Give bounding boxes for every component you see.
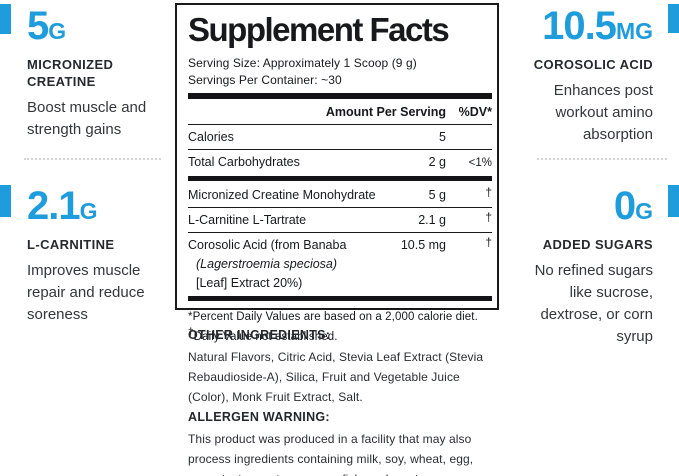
creatine-stat-value: 5G <box>27 6 169 51</box>
dv-header: %DV* <box>458 105 492 119</box>
nutrient-row-corosolic-block: Corosolic Acid (from Banaba 10.5 mg † (L… <box>188 233 492 295</box>
thick-divider-bottom <box>188 296 492 301</box>
thick-divider-middle <box>188 176 492 181</box>
footnote-percent-dv: *Percent Daily Values are based on a 2,0… <box>188 311 478 323</box>
other-ingredients-title: OTHER INGREDIENTS: <box>188 328 331 342</box>
nutrient-row-calories: Calories 5 <box>188 125 492 150</box>
feature-carnitine: 2.1G L-CARNITINE Improves muscle repair … <box>27 186 169 326</box>
footnote-daily-value-text: Daily Value not established. <box>193 330 338 343</box>
feature-added-sugars: 0G ADDED SUGARS No refined sugars like s… <box>511 186 653 348</box>
nutrient-name: Micronized Creatine Monohydrate <box>188 188 376 202</box>
creatine-stat-label: MICRONIZED CREATINE <box>27 57 114 89</box>
nutrient-amount: 2.1 g <box>418 213 446 227</box>
nutrient-name: Corosolic Acid (from Banaba <box>188 238 347 252</box>
creatine-stat-description: Boost muscle and strength gains <box>27 99 147 138</box>
sugars-stat-value: 0G <box>511 186 653 231</box>
allergen-warning-body: This product was produced in a facility … <box>188 432 474 476</box>
corosolic-stat-value: 10.5MG <box>511 6 653 51</box>
nutrient-amount: 10.5 mg <box>400 238 446 252</box>
nutrient-dv-dagger: † <box>485 235 492 249</box>
corosolic-stat-description: Enhances post workout amino absorption <box>553 82 653 143</box>
carnitine-stat-label: L-CARNITINE <box>27 237 115 252</box>
panel-title: Supplement Facts <box>188 11 450 48</box>
creatine-number: 5 <box>27 4 49 48</box>
amount-per-serving-header: Amount Per Serving <box>325 105 446 119</box>
dotted-divider-right <box>537 158 667 160</box>
nutrient-dv: <1% <box>468 157 492 169</box>
nutrient-row-carbohydrates: Total Carbohydrates 2 g <1% <box>188 150 492 175</box>
corosolic-stat-label: COROSOLIC ACID <box>533 57 653 72</box>
allergen-warning-title: ALLERGEN WARNING: <box>188 410 330 424</box>
other-ingredients-section: OTHER INGREDIENTS: Natural Flavors, Citr… <box>188 328 491 407</box>
nutrient-row-creatine: Micronized Creatine Monohydrate 5 g † <box>188 183 492 208</box>
nutrient-subline-extract: [Leaf] Extract 20%) <box>196 276 303 290</box>
footnote-daily-value: †Daily Value not established. <box>188 325 492 345</box>
nutrient-name: Total Carbohydrates <box>188 155 300 169</box>
accent-bar-right-top <box>668 4 679 33</box>
corosolic-unit: MG <box>615 18 653 44</box>
sugars-stat-label: ADDED SUGARS <box>542 237 653 252</box>
nutrient-amount: 2 g <box>428 155 446 169</box>
nutrient-row-carnitine: L-Carnitine L-Tartrate 2.1 g † <box>188 208 492 233</box>
serving-size-text: Serving Size: Approximately 1 Scoop (9 g… <box>188 56 417 70</box>
sugars-stat-description: No refined sugars like sucrose, dextrose… <box>534 262 653 345</box>
carnitine-stat-value: 2.1G <box>27 186 169 231</box>
sugars-unit: G <box>635 198 653 224</box>
carnitine-stat-description: Improves muscle repair and reduce sorene… <box>27 262 145 323</box>
nutrient-name: Calories <box>188 130 234 144</box>
sugars-number: 0 <box>613 184 636 228</box>
dagger-symbol: † <box>188 327 194 338</box>
supplement-facts-panel: Supplement Facts Serving Size: Approxima… <box>175 3 499 343</box>
nutrient-name: L-Carnitine L-Tartrate <box>188 213 307 227</box>
corosolic-number: 10.5 <box>542 4 617 48</box>
servings-per-container-text: Servings Per Container: ~30 <box>188 73 342 87</box>
feature-creatine: 5G MICRONIZED CREATINE Boost muscle and … <box>27 6 169 141</box>
feature-corosolic: 10.5MG COROSOLIC ACID Enhances post work… <box>511 6 653 146</box>
nutrient-dv-dagger: † <box>485 210 492 224</box>
creatine-unit: G <box>48 18 67 44</box>
carnitine-number: 2.1 <box>27 184 81 228</box>
dotted-divider-left <box>24 158 161 160</box>
nutrient-amount: 5 <box>439 130 446 144</box>
panel-column-headers: Amount Per Serving %DV* <box>188 99 492 125</box>
accent-bar-left-bottom <box>0 185 11 217</box>
accent-bar-right-bottom <box>668 185 679 217</box>
carnitine-unit: G <box>79 198 98 224</box>
nutrient-dv-dagger: † <box>485 185 492 199</box>
nutrient-subline-latin: (Lagerstroemia speciosa) <box>196 257 338 271</box>
nutrient-row-corosolic: Corosolic Acid (from Banaba 10.5 mg † <box>188 233 492 257</box>
other-ingredients-body: Natural Flavors, Citric Acid, Stevia Lea… <box>188 350 484 404</box>
accent-bar-left-top <box>0 4 11 34</box>
thick-divider-top <box>188 93 492 99</box>
allergen-warning-section: ALLERGEN WARNING: This product was produ… <box>188 410 491 476</box>
nutrient-amount: 5 g <box>428 188 446 202</box>
